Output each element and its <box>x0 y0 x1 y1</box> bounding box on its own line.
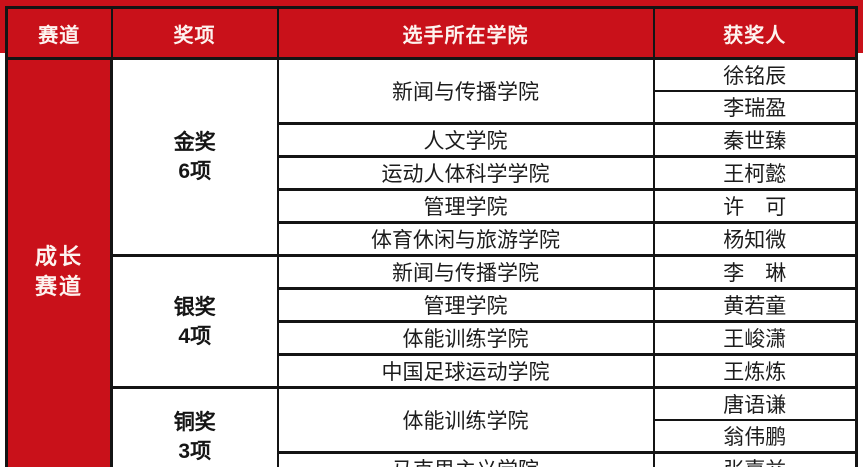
header-cell-award: 奖项 <box>110 6 279 60</box>
college-cell-text: 新闻与传播学院 <box>392 261 539 285</box>
winner-cell: 黄若童 <box>652 287 858 323</box>
winner-cell-text: 许 可 <box>723 195 787 219</box>
college-cell-text: 马克思主义学院 <box>279 454 653 467</box>
table-row: 体育休闲与旅游学院 杨知微 <box>7 221 858 257</box>
header-row: 赛道 奖项 选手所在学院 获奖人 <box>5 6 858 60</box>
winner-cell-text: 唐语谦 <box>723 393 787 417</box>
table-row: 运动人体科学学院 王柯懿 <box>7 155 858 191</box>
winner-cell-text: 翁伟鹏 <box>723 425 787 449</box>
college-cell: 运动人体科学学院 <box>276 155 655 191</box>
winner-cell: 李 琳 <box>652 254 858 290</box>
college-cell: 人文学院 <box>276 122 655 158</box>
college-cell: 管理学院 <box>276 188 655 224</box>
winner-cell: 杨知微 <box>652 221 858 257</box>
award-cell-text: 6项 <box>178 160 212 183</box>
table-row: 银奖 4项 新闻与传播学院 李 琳 <box>7 254 858 389</box>
college-cell: 新闻与传播学院 <box>276 254 655 290</box>
winner-cell: 翁伟鹏 <box>652 419 858 454</box>
table-row: 管理学院 许 可 <box>7 188 858 224</box>
table-row: 中国足球运动学院 王炼炼 <box>7 353 858 389</box>
winner-cell-text: 黄若童 <box>723 294 787 318</box>
winner-cell-text: 李瑞盈 <box>723 96 787 120</box>
winner-cell: 张嘉益 <box>652 451 858 467</box>
winner-cell: 李瑞盈 <box>652 90 858 125</box>
winner-cell: 徐铭辰 <box>652 57 858 92</box>
table-row: 体能训练学院 王峻潇 <box>7 320 858 356</box>
college-cell-text: 新闻与传播学院 <box>392 80 539 104</box>
award-cell: 银奖 4项 <box>110 254 279 389</box>
college-cell: 中国足球运动学院 <box>276 353 655 389</box>
table-row: 成长 赛道 金奖 6项 新闻与传播学院 徐铭辰 <box>5 57 858 467</box>
header-cell-college: 选手所在学院 <box>276 6 655 60</box>
track-cell-text: 赛道 <box>34 274 83 299</box>
winner-cell: 秦世臻 <box>652 122 858 158</box>
winner-cell-text: 李 琳 <box>723 261 787 285</box>
track-cell-text: 成长 <box>34 244 83 269</box>
college-cell: 体能训练学院 <box>276 320 655 356</box>
college-cell-text: 中国足球运动学院 <box>381 360 550 384</box>
winner-cell-text: 张嘉益 <box>655 454 856 467</box>
award-cell: 金奖 6项 <box>110 57 279 257</box>
table-row: 人文学院 秦世臻 <box>7 122 858 158</box>
table-row: 翁伟鹏 <box>7 419 858 454</box>
winner-cell: 许 可 <box>652 188 858 224</box>
college-cell: 新闻与传播学院 <box>276 57 655 125</box>
table-row: 铜奖 3项 体能训练学院 唐语谦 <box>7 386 858 467</box>
college-cell: 管理学院 <box>276 287 655 323</box>
winner-cell: 王炼炼 <box>652 353 858 389</box>
header-cell-track: 赛道 <box>5 6 113 60</box>
awards-table: 赛道 奖项 选手所在学院 获奖人 成长 赛道 金奖 6项 新闻与传播学院 徐铭辰 李瑞盈 人文… <box>5 6 858 467</box>
award-cell-text: 铜奖 <box>173 410 216 434</box>
college-cell: 体育休闲与旅游学院 <box>276 221 655 257</box>
award-cell-text: 金奖 <box>173 131 216 154</box>
college-cell-text: 体育休闲与旅游学院 <box>371 228 560 252</box>
winner-cell-text: 徐铭辰 <box>723 64 787 88</box>
awards-table-body: 成长 赛道 金奖 6项 新闻与传播学院 徐铭辰 李瑞盈 人文学院 秦世臻 运动人体科学学院 王柯懿管… <box>5 57 858 467</box>
table-row: 管理学院 黄若童 <box>7 287 858 323</box>
winner-cell-text: 杨知微 <box>723 228 787 252</box>
winner-cell: 唐语谦 <box>652 386 858 421</box>
award-cell-text: 3项 <box>178 439 212 463</box>
college-cell-text: 运动人体科学学院 <box>381 162 550 186</box>
table-row: 李瑞盈 <box>7 90 858 125</box>
winner-cell-text: 王峻潇 <box>723 327 787 351</box>
winner-cell: 王柯懿 <box>652 155 858 191</box>
college-cell: 体能训练学院 <box>276 386 655 454</box>
college-cell-text: 体能训练学院 <box>402 409 529 433</box>
college-cell: 马克思主义学院 <box>276 451 655 467</box>
winner-cell-text: 秦世臻 <box>723 129 787 153</box>
college-cell-text: 体能训练学院 <box>402 327 529 351</box>
header-cell-winner: 获奖人 <box>652 6 858 60</box>
award-cell-text: 银奖 <box>173 295 216 319</box>
college-cell-text: 管理学院 <box>423 195 508 219</box>
winner-cell-text: 王柯懿 <box>723 162 787 186</box>
award-cell: 铜奖 3项 <box>110 386 279 467</box>
winner-cell: 王峻潇 <box>652 320 858 356</box>
track-cell: 成长 赛道 <box>5 57 113 467</box>
college-cell-text: 管理学院 <box>423 294 508 318</box>
college-cell-text: 人文学院 <box>423 129 508 153</box>
table-row: 马克思主义学院张嘉益 <box>7 451 858 467</box>
winner-cell-text: 王炼炼 <box>723 360 787 384</box>
award-cell-text: 4项 <box>178 324 212 348</box>
